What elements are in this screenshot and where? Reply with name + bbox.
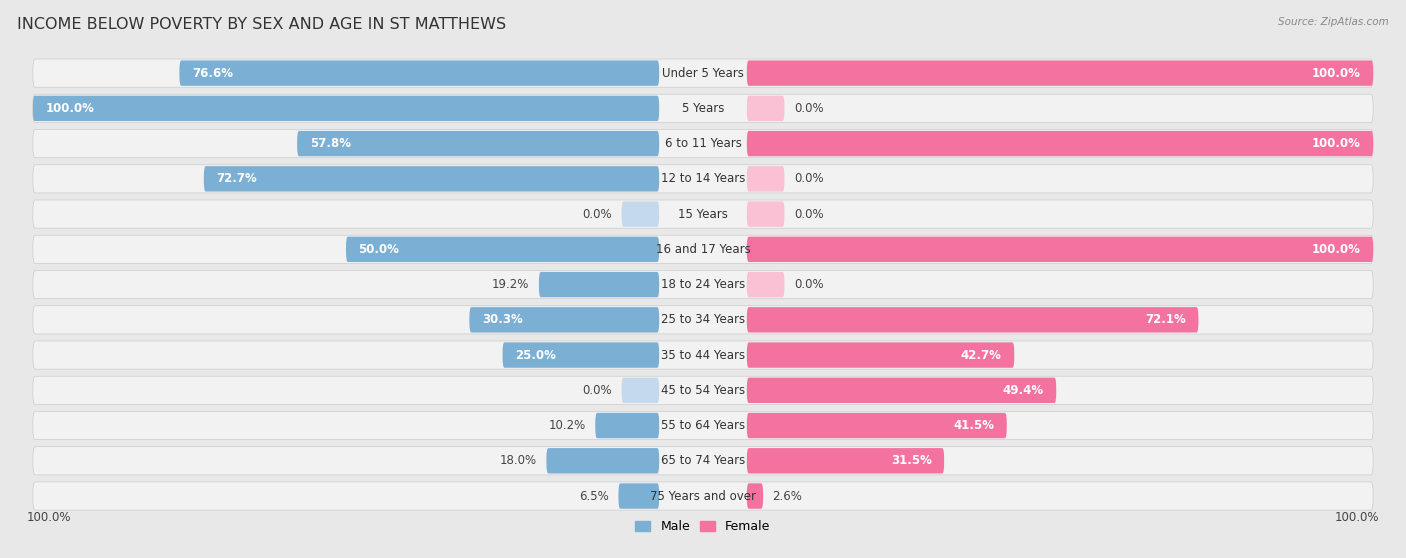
Text: 30.3%: 30.3% — [482, 314, 523, 326]
FancyBboxPatch shape — [180, 60, 659, 86]
Text: 65 to 74 Years: 65 to 74 Years — [661, 454, 745, 467]
FancyBboxPatch shape — [747, 237, 1374, 262]
Text: Under 5 Years: Under 5 Years — [662, 66, 744, 80]
FancyBboxPatch shape — [747, 95, 785, 121]
FancyBboxPatch shape — [32, 271, 1374, 299]
FancyBboxPatch shape — [747, 201, 785, 227]
FancyBboxPatch shape — [747, 307, 1198, 333]
Text: 0.0%: 0.0% — [582, 384, 612, 397]
Text: 0.0%: 0.0% — [582, 208, 612, 220]
Text: 2.6%: 2.6% — [772, 489, 803, 503]
Text: 31.5%: 31.5% — [891, 454, 932, 467]
Text: INCOME BELOW POVERTY BY SEX AND AGE IN ST MATTHEWS: INCOME BELOW POVERTY BY SEX AND AGE IN S… — [17, 17, 506, 32]
FancyBboxPatch shape — [32, 482, 1374, 510]
FancyBboxPatch shape — [32, 59, 1374, 87]
FancyBboxPatch shape — [747, 378, 1056, 403]
FancyBboxPatch shape — [747, 60, 1374, 86]
FancyBboxPatch shape — [346, 237, 659, 262]
Text: 0.0%: 0.0% — [794, 278, 824, 291]
Text: 18 to 24 Years: 18 to 24 Years — [661, 278, 745, 291]
Text: 100.0%: 100.0% — [1312, 66, 1361, 80]
FancyBboxPatch shape — [747, 272, 785, 297]
FancyBboxPatch shape — [32, 200, 1374, 228]
Text: 76.6%: 76.6% — [193, 66, 233, 80]
Legend: Male, Female: Male, Female — [630, 516, 776, 538]
Text: 72.1%: 72.1% — [1144, 314, 1185, 326]
Text: 15 Years: 15 Years — [678, 208, 728, 220]
FancyBboxPatch shape — [621, 201, 659, 227]
FancyBboxPatch shape — [32, 235, 1374, 263]
FancyBboxPatch shape — [32, 447, 1374, 475]
FancyBboxPatch shape — [32, 95, 659, 121]
Text: 6 to 11 Years: 6 to 11 Years — [665, 137, 741, 150]
FancyBboxPatch shape — [32, 411, 1374, 440]
Text: 45 to 54 Years: 45 to 54 Years — [661, 384, 745, 397]
FancyBboxPatch shape — [32, 306, 1374, 334]
FancyBboxPatch shape — [747, 343, 1014, 368]
FancyBboxPatch shape — [297, 131, 659, 156]
FancyBboxPatch shape — [547, 448, 659, 474]
Text: 75 Years and over: 75 Years and over — [650, 489, 756, 503]
Text: 35 to 44 Years: 35 to 44 Years — [661, 349, 745, 362]
FancyBboxPatch shape — [747, 448, 945, 474]
Text: 0.0%: 0.0% — [794, 208, 824, 220]
Text: 42.7%: 42.7% — [960, 349, 1001, 362]
Text: 57.8%: 57.8% — [309, 137, 350, 150]
Text: 41.5%: 41.5% — [953, 419, 994, 432]
FancyBboxPatch shape — [204, 166, 659, 191]
Text: 5 Years: 5 Years — [682, 102, 724, 115]
FancyBboxPatch shape — [470, 307, 659, 333]
Text: 16 and 17 Years: 16 and 17 Years — [655, 243, 751, 256]
FancyBboxPatch shape — [32, 129, 1374, 158]
FancyBboxPatch shape — [502, 343, 659, 368]
Text: 100.0%: 100.0% — [45, 102, 94, 115]
Text: 100.0%: 100.0% — [1334, 511, 1379, 525]
FancyBboxPatch shape — [32, 94, 1374, 122]
FancyBboxPatch shape — [747, 166, 785, 191]
Text: 55 to 64 Years: 55 to 64 Years — [661, 419, 745, 432]
Text: Source: ZipAtlas.com: Source: ZipAtlas.com — [1278, 17, 1389, 27]
FancyBboxPatch shape — [747, 483, 763, 509]
FancyBboxPatch shape — [32, 376, 1374, 405]
Text: 0.0%: 0.0% — [794, 172, 824, 185]
Text: 0.0%: 0.0% — [794, 102, 824, 115]
Text: 6.5%: 6.5% — [579, 489, 609, 503]
Text: 12 to 14 Years: 12 to 14 Years — [661, 172, 745, 185]
Text: 25.0%: 25.0% — [515, 349, 555, 362]
FancyBboxPatch shape — [538, 272, 659, 297]
FancyBboxPatch shape — [32, 341, 1374, 369]
FancyBboxPatch shape — [595, 413, 659, 438]
Text: 72.7%: 72.7% — [217, 172, 257, 185]
Text: 19.2%: 19.2% — [492, 278, 530, 291]
Text: 100.0%: 100.0% — [1312, 137, 1361, 150]
FancyBboxPatch shape — [621, 378, 659, 403]
FancyBboxPatch shape — [747, 413, 1007, 438]
Text: 100.0%: 100.0% — [1312, 243, 1361, 256]
Text: 50.0%: 50.0% — [359, 243, 399, 256]
Text: 10.2%: 10.2% — [548, 419, 586, 432]
FancyBboxPatch shape — [32, 165, 1374, 193]
Text: 25 to 34 Years: 25 to 34 Years — [661, 314, 745, 326]
FancyBboxPatch shape — [747, 131, 1374, 156]
FancyBboxPatch shape — [619, 483, 659, 509]
Text: 100.0%: 100.0% — [27, 511, 72, 525]
Text: 49.4%: 49.4% — [1002, 384, 1043, 397]
Text: 18.0%: 18.0% — [501, 454, 537, 467]
